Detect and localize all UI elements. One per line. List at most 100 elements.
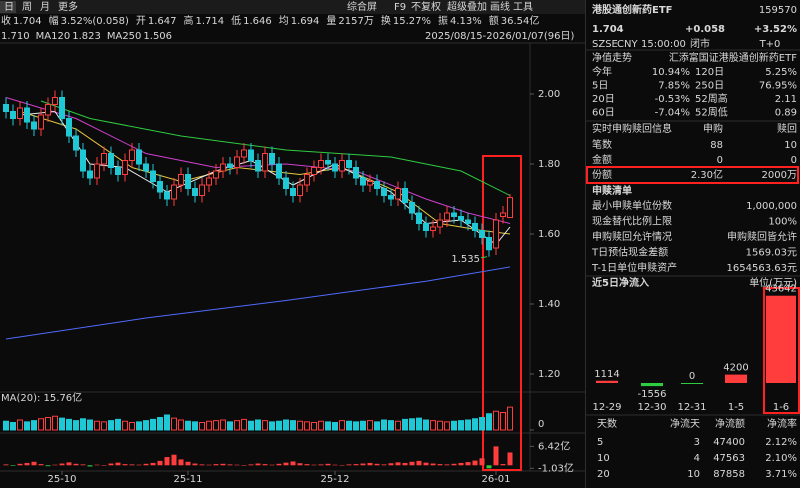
volume-bar — [143, 420, 149, 431]
candle-body — [66, 118, 72, 137]
x-tick-label: 1-5 — [728, 402, 744, 413]
nav-value: 10.94% — [652, 67, 690, 78]
candle-body — [458, 216, 464, 221]
flow-bar — [31, 461, 37, 466]
tool-button[interactable]: F9 — [394, 2, 406, 13]
x-tick-label: 25-11 — [173, 474, 202, 485]
tool-button[interactable]: 不复权 — [411, 0, 441, 13]
candle-body — [304, 174, 310, 186]
bar — [641, 383, 663, 387]
ma-label: MA250 — [107, 31, 142, 42]
row-label: 金额 — [592, 153, 612, 166]
volume-bar — [108, 420, 114, 431]
volume-bar — [122, 420, 128, 431]
volume-bar — [360, 420, 366, 431]
flow-bar — [136, 464, 142, 466]
flow-bar — [409, 461, 415, 466]
flow-bar — [346, 464, 352, 466]
period-button[interactable]: 日 — [4, 2, 14, 13]
flow-bar — [227, 464, 233, 466]
tool-button[interactable]: 画线 — [490, 0, 510, 13]
volume-label: MA(20): 15.76亿 — [1, 391, 82, 404]
volume-bar — [80, 418, 86, 431]
flow-bar — [115, 462, 121, 466]
flow-bar — [248, 464, 254, 466]
candle-body — [59, 97, 65, 119]
quote-label: 额 — [489, 14, 499, 27]
flow-bar — [199, 464, 205, 466]
row-value: 申购赎回皆允许 — [727, 230, 797, 243]
table-cell: 87858 — [713, 469, 745, 480]
ma-line — [40, 100, 511, 196]
candle-body — [73, 135, 79, 151]
quote-value: 1.704 — [13, 16, 42, 27]
low-annotation: 1.535 — [451, 254, 480, 265]
candle-body — [38, 114, 44, 130]
quote-value: 15.27% — [393, 16, 431, 27]
flow-bar — [367, 462, 373, 466]
candle-body — [409, 202, 415, 214]
volume-bar — [304, 421, 310, 431]
candle-body — [493, 219, 499, 249]
nav-label: 52周高 — [695, 92, 728, 105]
volume-bar — [59, 417, 65, 431]
flow-bar — [157, 460, 163, 466]
candle-body — [395, 188, 401, 200]
volume-bar — [262, 420, 268, 431]
period-button[interactable]: 周 — [22, 1, 32, 13]
candle-body — [367, 181, 373, 186]
volume-bar — [38, 418, 44, 431]
volume-bar — [325, 421, 331, 431]
volume-bar — [157, 417, 163, 431]
quote-value: 1.646 — [243, 16, 272, 27]
candle-body — [108, 153, 114, 168]
flow-bar — [164, 457, 170, 466]
flow-bar — [66, 462, 72, 466]
period-button[interactable]: 月 — [40, 1, 50, 13]
row-label: 笔数 — [592, 138, 612, 151]
flow-bar — [192, 463, 198, 466]
y-tick-label: 1.80 — [538, 159, 560, 170]
ma-value: 1.506 — [143, 31, 172, 42]
row-label: 份额 — [592, 168, 612, 181]
candle-body — [262, 153, 268, 172]
ma-value: 1.710 — [1, 31, 30, 42]
flow-bar — [479, 458, 485, 466]
tool-button[interactable]: 工具 — [513, 1, 533, 13]
row-value: 0 — [717, 155, 723, 166]
flow-bar — [255, 463, 261, 466]
volume-bar — [374, 421, 380, 431]
table-cell: 10 — [597, 453, 610, 464]
candle-body — [17, 107, 23, 119]
volume-bar — [346, 420, 352, 431]
period-button[interactable]: 更多 — [58, 0, 78, 13]
candle-body — [122, 160, 128, 175]
price-change-pct: +3.52% — [754, 24, 797, 35]
flow-bar — [220, 463, 226, 466]
tool-button[interactable]: 综合屏 — [347, 0, 377, 13]
y-tick-label: 1.40 — [538, 299, 560, 310]
candle-body — [115, 167, 121, 175]
toolbar — [0, 0, 585, 14]
y-tick-label: -1.03亿 — [538, 461, 574, 474]
tool-button[interactable]: 超级叠加 — [447, 0, 487, 13]
column-header: 净流额 — [715, 417, 745, 430]
flow-bar — [332, 464, 338, 466]
candle-body — [444, 212, 450, 221]
row-value: 88 — [710, 140, 723, 151]
flow-bar — [150, 462, 156, 466]
candle-body — [213, 170, 219, 179]
flow-bar — [395, 462, 401, 466]
candle-body — [507, 197, 513, 219]
candle-body — [269, 153, 275, 165]
section-title: 净值走势 — [592, 51, 632, 64]
nav-label: 60日 — [592, 108, 615, 119]
table-cell: 2.12% — [765, 437, 797, 448]
candle-body — [402, 188, 408, 203]
flow-bar — [493, 446, 499, 466]
row-label: 最小申赎单位份数 — [592, 199, 672, 212]
candle-body — [227, 163, 233, 168]
quote-value: 3.52%(0.058) — [61, 16, 129, 27]
candle-body — [171, 184, 177, 200]
